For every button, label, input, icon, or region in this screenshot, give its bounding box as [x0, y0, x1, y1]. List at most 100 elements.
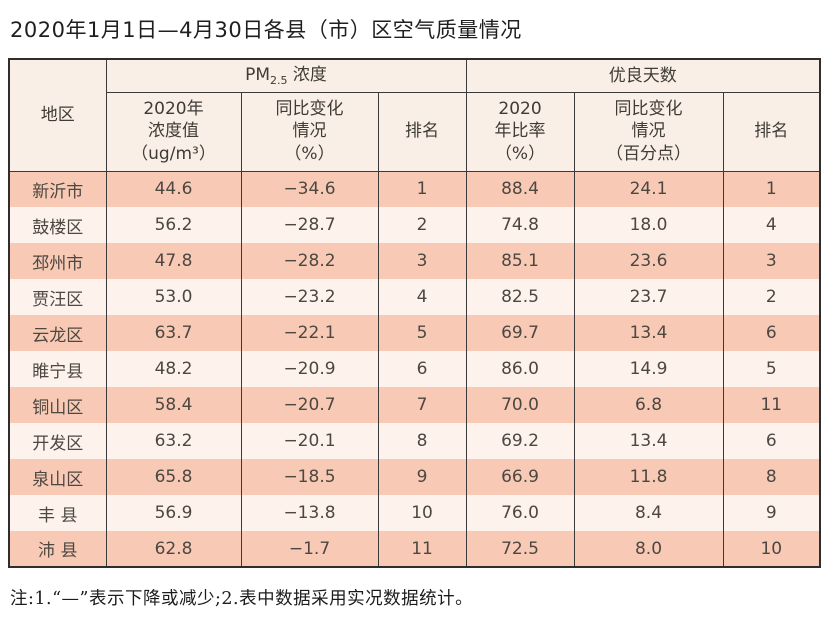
ratio-rank-cell: 9: [722, 495, 821, 531]
pm-value-cell: 53.0: [105, 279, 242, 315]
region-cell: 鼓楼区: [8, 207, 107, 243]
ratio-change-cell: 14.9: [573, 351, 724, 387]
ratio-change-cell: 18.0: [573, 207, 724, 243]
air-quality-table: 地区 PM2.5 浓度 优良天数 2020年 浓度值 （ug/m³） 同比变化 …: [8, 58, 822, 568]
pm-value-cell: 47.8: [105, 243, 242, 279]
column-header-ratio-rank: 排名: [722, 91, 821, 172]
table-row: 铜山区 58.4 −20.7 7 70.0 6.8 11: [8, 387, 821, 423]
column-header-pm-rank: 排名: [377, 91, 467, 172]
column-header-pm-value: 2020年 浓度值 （ug/m³）: [105, 91, 242, 172]
ratio-rank-cell: 5: [722, 351, 821, 387]
ratio-change-cell: 24.1: [573, 171, 724, 207]
pm-change-cell: −20.7: [240, 387, 379, 423]
column-header-ratio-change: 同比变化 情况 （百分点）: [573, 91, 724, 172]
pm-rank-cell: 2: [377, 207, 467, 243]
pm-change-cell: −28.2: [240, 243, 379, 279]
ratio-rank-cell: 10: [722, 531, 821, 567]
pm-value-cell: 63.7: [105, 315, 242, 351]
group-header-good-days: 优良天数: [465, 58, 821, 93]
group-header-row: 地区 PM2.5 浓度 优良天数: [8, 58, 821, 172]
pm25-label-suffix: 浓度: [287, 64, 327, 85]
pm-rank-cell: 7: [377, 387, 467, 423]
table-row: 泉山区 65.8 −18.5 9 66.9 11.8 8: [8, 459, 821, 495]
ratio-rank-cell: 4: [722, 207, 821, 243]
pm-rank-cell: 11: [377, 531, 467, 567]
pm-value-cell: 56.9: [105, 495, 242, 531]
pm-change-cell: −20.9: [240, 351, 379, 387]
ratio-cell: 72.5: [465, 531, 575, 567]
pm-rank-cell: 9: [377, 459, 467, 495]
ratio-cell: 74.8: [465, 207, 575, 243]
ratio-cell: 82.5: [465, 279, 575, 315]
table-row: 新沂市 44.6 −34.6 1 88.4 24.1 1: [8, 171, 821, 207]
pm25-label-subscript: 2.5: [270, 73, 288, 87]
pm-change-cell: −18.5: [240, 459, 379, 495]
ratio-change-cell: 23.6: [573, 243, 724, 279]
pm-change-cell: −20.1: [240, 423, 379, 459]
region-cell: 邳州市: [8, 243, 107, 279]
page-title: 2020年1月1日—4月30日各县（市）区空气质量情况: [10, 18, 522, 42]
pm-value-cell: 58.4: [105, 387, 242, 423]
pm-value-cell: 62.8: [105, 531, 242, 567]
table-row: 云龙区 63.7 −22.1 5 69.7 13.4 6: [8, 315, 821, 351]
table-row: 沛 县 62.8 −1.7 11 72.5 8.0 10: [8, 531, 821, 567]
ratio-cell: 88.4: [465, 171, 575, 207]
ratio-rank-cell: 6: [722, 315, 821, 351]
ratio-rank-cell: 2: [722, 279, 821, 315]
pm-rank-cell: 1: [377, 171, 467, 207]
pm-value-cell: 56.2: [105, 207, 242, 243]
pm-change-cell: −34.6: [240, 171, 379, 207]
region-cell: 睢宁县: [8, 351, 107, 387]
ratio-cell: 86.0: [465, 351, 575, 387]
region-cell: 贾汪区: [8, 279, 107, 315]
ratio-rank-cell: 3: [722, 243, 821, 279]
ratio-change-cell: 8.4: [573, 495, 724, 531]
region-cell: 丰 县: [8, 495, 107, 531]
column-header-pm-change: 同比变化 情况 （%）: [240, 91, 379, 172]
pm25-label-prefix: PM: [245, 64, 271, 85]
pm-change-cell: −28.7: [240, 207, 379, 243]
ratio-change-cell: 8.0: [573, 531, 724, 567]
ratio-change-cell: 13.4: [573, 315, 724, 351]
table-row: 邳州市 47.8 −28.2 3 85.1 23.6 3: [8, 243, 821, 279]
ratio-change-cell: 23.7: [573, 279, 724, 315]
pm-change-cell: −22.1: [240, 315, 379, 351]
table-header: 地区 PM2.5 浓度 优良天数 2020年 浓度值 （ug/m³） 同比变化 …: [8, 58, 821, 172]
table-row: 开发区 63.2 −20.1 8 69.2 13.4 6: [8, 423, 821, 459]
column-header-ratio: 2020 年比率 （%）: [465, 91, 575, 172]
pm-rank-cell: 6: [377, 351, 467, 387]
footnote: 注:1.“—”表示下降或减少;2.表中数据采用实况数据统计。: [10, 589, 474, 609]
group-header-pm25: PM2.5 浓度: [105, 58, 467, 93]
pm-change-cell: −1.7: [240, 531, 379, 567]
region-cell: 新沂市: [8, 171, 107, 207]
ratio-change-cell: 11.8: [573, 459, 724, 495]
pm-value-cell: 65.8: [105, 459, 242, 495]
region-cell: 云龙区: [8, 315, 107, 351]
pm-rank-cell: 3: [377, 243, 467, 279]
ratio-rank-cell: 6: [722, 423, 821, 459]
column-header-region: 地区: [8, 58, 107, 172]
ratio-rank-cell: 8: [722, 459, 821, 495]
ratio-rank-cell: 1: [722, 171, 821, 207]
region-cell: 泉山区: [8, 459, 107, 495]
pm-change-cell: −23.2: [240, 279, 379, 315]
pm-rank-cell: 4: [377, 279, 467, 315]
pm-value-cell: 44.6: [105, 171, 242, 207]
region-cell: 开发区: [8, 423, 107, 459]
pm-rank-cell: 5: [377, 315, 467, 351]
pm-value-cell: 48.2: [105, 351, 242, 387]
region-cell: 沛 县: [8, 531, 107, 567]
ratio-cell: 85.1: [465, 243, 575, 279]
region-cell: 铜山区: [8, 387, 107, 423]
ratio-cell: 76.0: [465, 495, 575, 531]
table-body: 新沂市 44.6 −34.6 1 88.4 24.1 1 鼓楼区 56.2 −2…: [8, 171, 821, 567]
pm-rank-cell: 8: [377, 423, 467, 459]
pm-value-cell: 63.2: [105, 423, 242, 459]
table-row: 睢宁县 48.2 −20.9 6 86.0 14.9 5: [8, 351, 821, 387]
ratio-change-cell: 13.4: [573, 423, 724, 459]
table-row: 丰 县 56.9 −13.8 10 76.0 8.4 9: [8, 495, 821, 531]
pm-change-cell: −13.8: [240, 495, 379, 531]
table-row: 贾汪区 53.0 −23.2 4 82.5 23.7 2: [8, 279, 821, 315]
table-row: 鼓楼区 56.2 −28.7 2 74.8 18.0 4: [8, 207, 821, 243]
